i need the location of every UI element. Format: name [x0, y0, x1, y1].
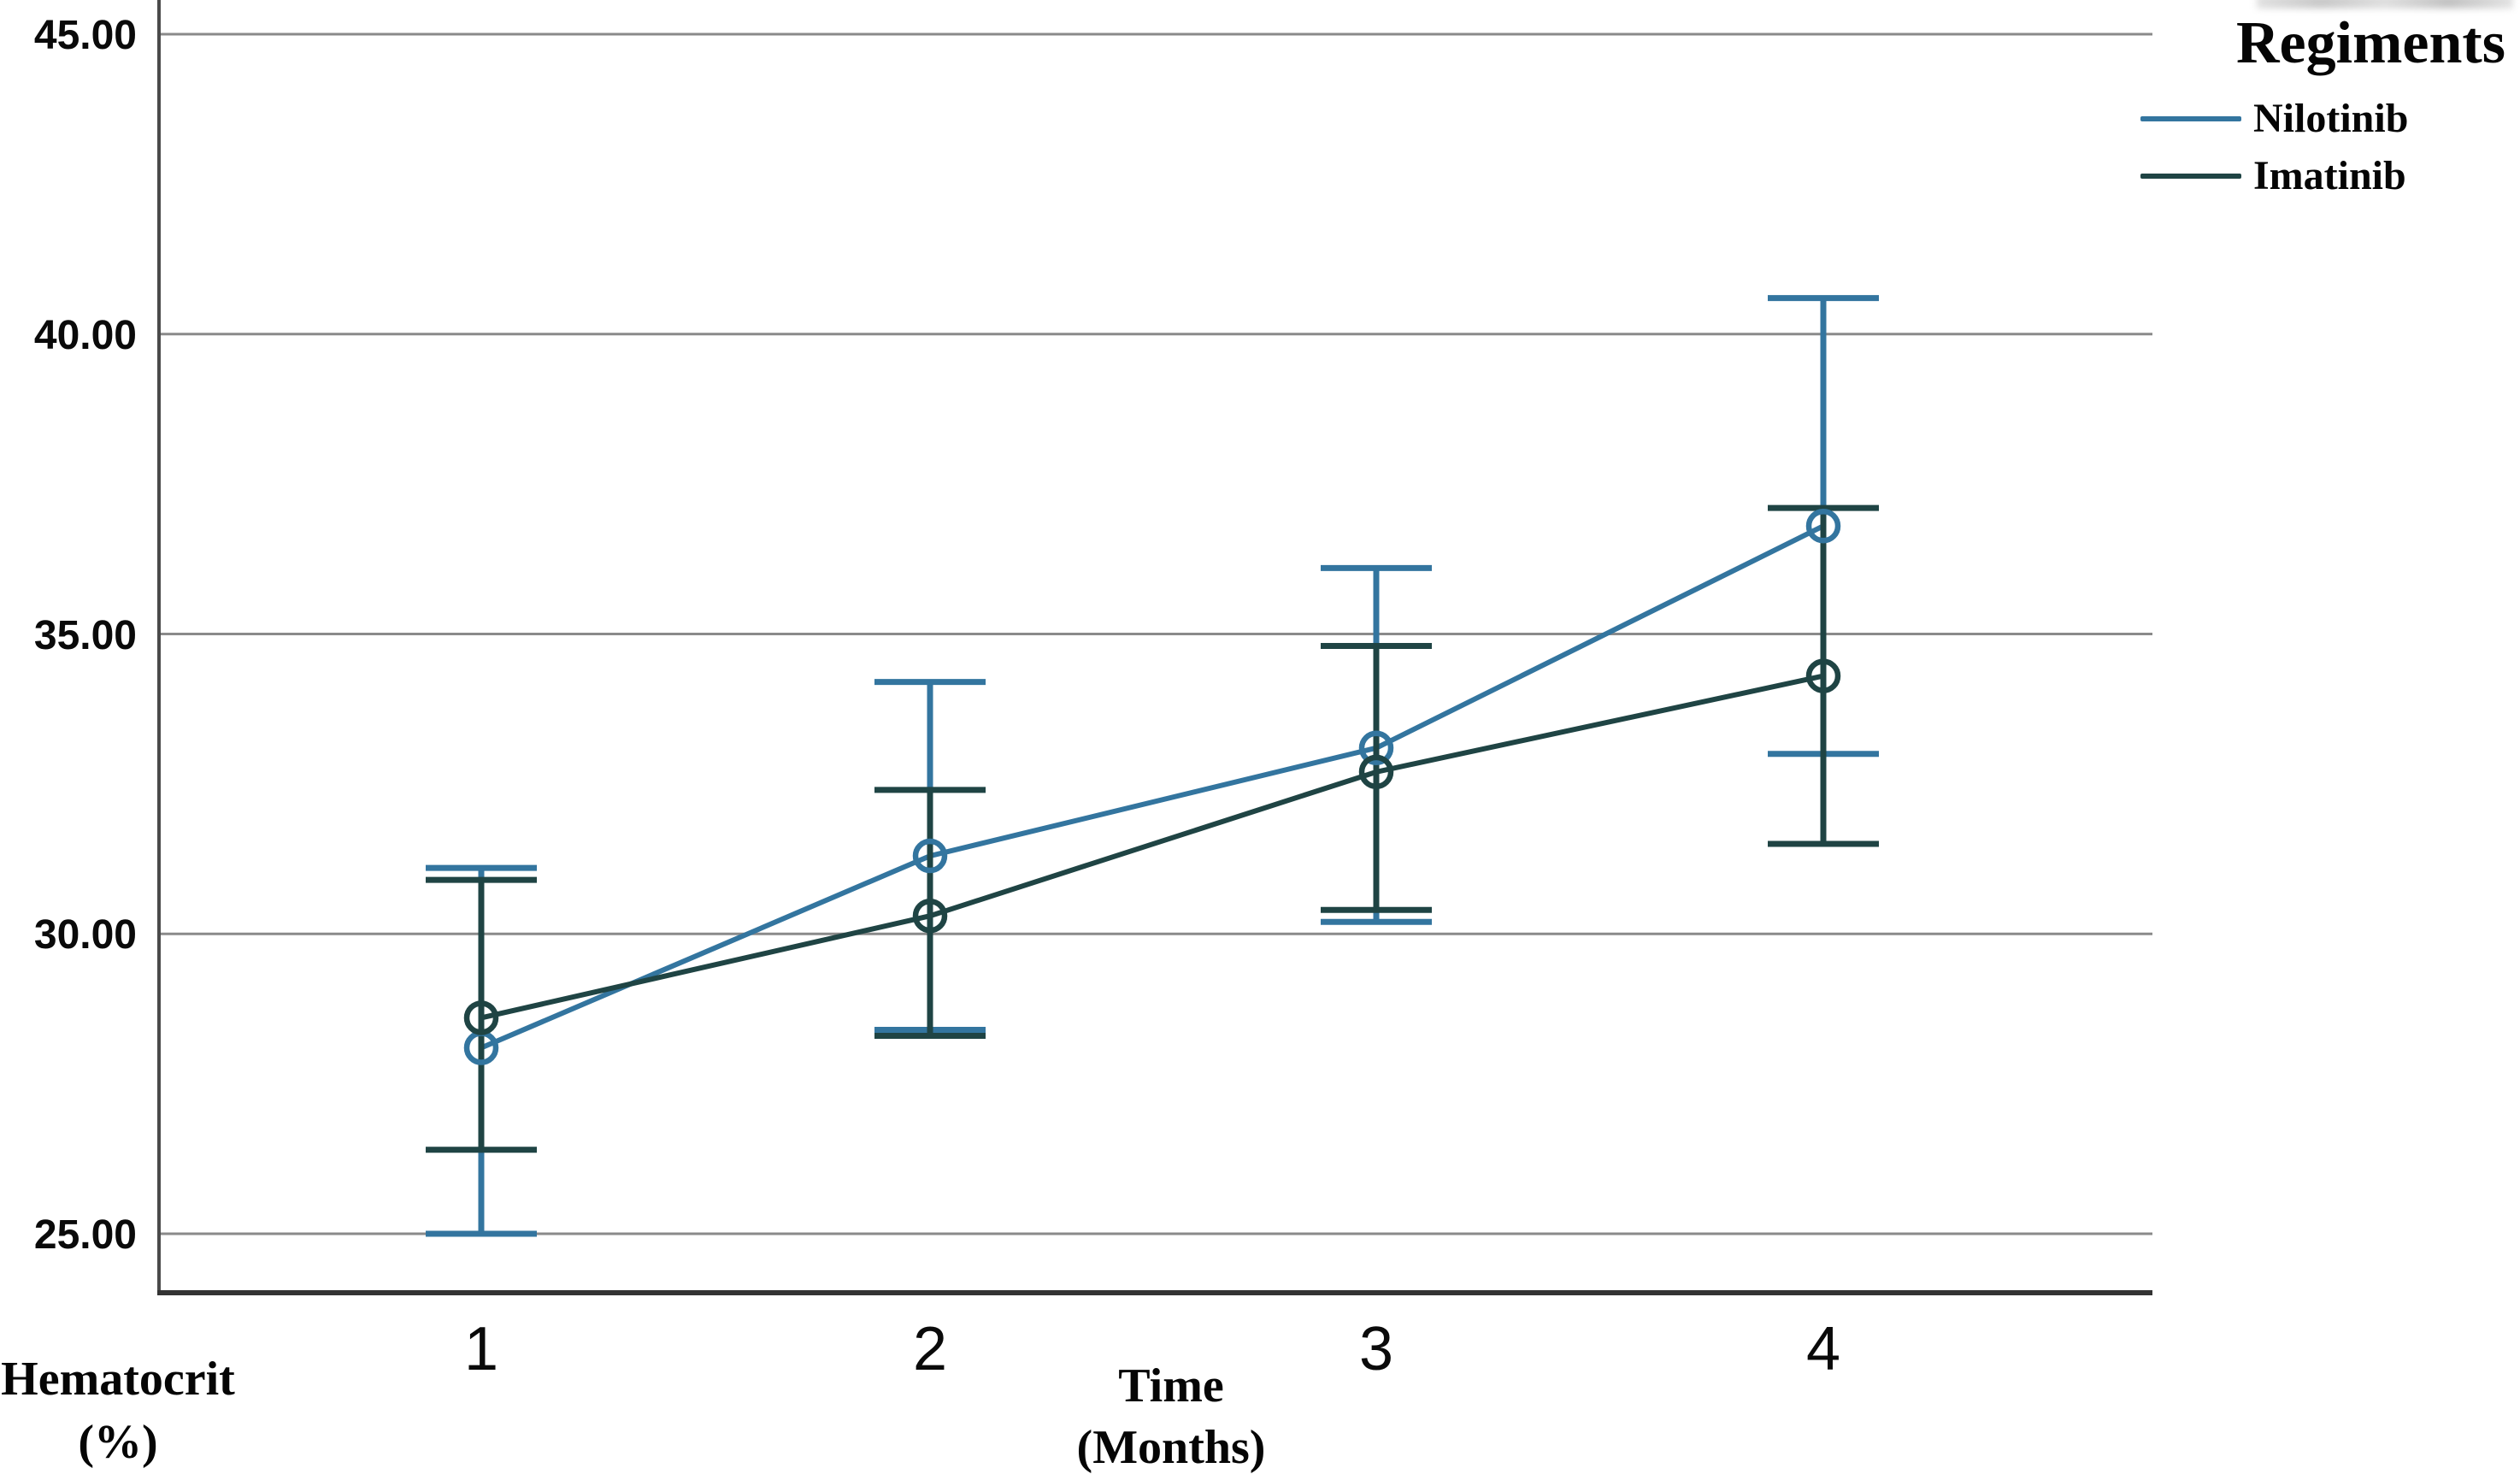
series-line-nilotinib [480, 523, 1825, 1051]
legend-label-nilotinib: Nilotinib [2253, 96, 2409, 141]
marker-imatinib [1805, 658, 1841, 693]
marker-nilotinib [1805, 508, 1841, 544]
nilotinib-line-swatch [2140, 116, 2241, 121]
marker-imatinib [1358, 754, 1394, 790]
y-tick-label: 35.00 [33, 612, 137, 658]
legend-item-imatinib: Imatinib [2140, 152, 2406, 200]
y-tick-label: 30.00 [33, 912, 137, 958]
marker-nilotinib [912, 838, 948, 874]
y-tick-label: 25.00 [33, 1212, 137, 1258]
x-tick-label: 1 [463, 1315, 499, 1383]
x-axis-title-line2: (Months) [1076, 1421, 1266, 1474]
y-tick-label: 40.00 [33, 312, 137, 358]
legend-item-nilotinib: Nilotinib [2140, 95, 2408, 143]
x-axis-title-line1: Time [1118, 1359, 1224, 1412]
legend-label-imatinib: Imatinib [2253, 153, 2406, 198]
y-axis-title-line2: (%) [78, 1416, 158, 1469]
imatinib-line-swatch [2140, 174, 2241, 179]
cropped-text-artifact [2257, 0, 2513, 9]
marker-imatinib [463, 1000, 499, 1035]
y-tick-label: 45.00 [33, 13, 137, 58]
y-axis-title-line1: Hematocrit [1, 1353, 235, 1406]
series-line-imatinib [480, 673, 1824, 1021]
marker-nilotinib [1358, 730, 1394, 766]
x-tick-label: 3 [1358, 1315, 1394, 1383]
x-tick-label: 2 [912, 1315, 948, 1383]
marker-imatinib [912, 898, 948, 934]
x-tick-label: 4 [1805, 1315, 1841, 1383]
legend-title: Regiments [2236, 10, 2505, 76]
